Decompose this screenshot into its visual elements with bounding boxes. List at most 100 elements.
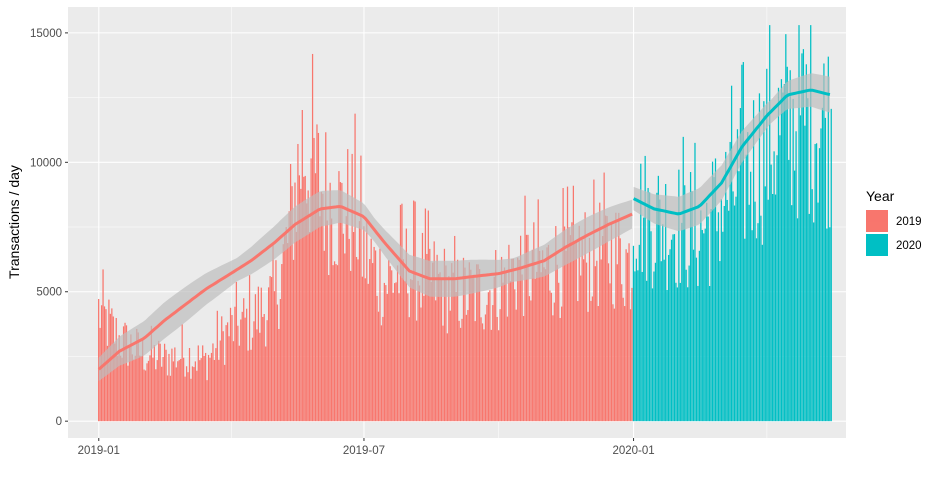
confidence-ribbon-2019 — [98, 190, 633, 382]
bar-2019 — [162, 357, 164, 422]
bar-2019 — [369, 259, 371, 422]
bar-2019 — [209, 357, 211, 422]
bar-2020 — [657, 175, 659, 422]
bar-2019 — [565, 250, 567, 422]
bar-2020 — [761, 244, 763, 422]
bar-2019 — [514, 289, 516, 422]
bar-2019 — [361, 276, 364, 422]
bar-2019 — [246, 308, 248, 422]
bar-2019 — [273, 291, 276, 422]
bar-2020 — [810, 25, 812, 422]
bar-2020 — [736, 129, 739, 422]
bar-2019 — [426, 253, 428, 422]
bar-2019 — [210, 352, 213, 422]
bar-2020 — [676, 287, 679, 422]
bar-2019 — [297, 143, 299, 422]
bar-2019 — [218, 359, 220, 422]
bar-2019 — [159, 343, 161, 422]
bar-2019 — [190, 378, 192, 422]
bar-2019 — [495, 250, 497, 422]
bar-2019 — [584, 212, 586, 422]
bar-2019 — [631, 287, 633, 422]
bar-2020 — [723, 205, 725, 422]
bar-2019 — [188, 347, 191, 422]
bar-2019 — [396, 265, 399, 422]
y-axis-title: Transactions / day — [6, 165, 22, 279]
bar-2020 — [728, 210, 730, 422]
bar-2020 — [647, 187, 649, 422]
bar-2019 — [243, 298, 245, 422]
bar-2019 — [558, 282, 560, 422]
bar-2019 — [563, 226, 566, 422]
bar-2019 — [593, 179, 595, 422]
bar-2019 — [439, 272, 441, 422]
bar-2020 — [827, 56, 829, 422]
bar-2019 — [467, 310, 469, 422]
bar-2019 — [486, 304, 488, 422]
bar-2019 — [398, 293, 400, 422]
bar-2020 — [687, 287, 689, 422]
bar-2020 — [829, 227, 831, 422]
bar-2019 — [539, 250, 541, 422]
bar-2019 — [619, 238, 621, 422]
bar-2019 — [435, 300, 437, 422]
bar-2020 — [817, 202, 819, 422]
bar-2019 — [102, 269, 104, 422]
bar-2019 — [316, 124, 318, 422]
y-tick-label: 5000 — [36, 287, 62, 299]
bar-2020 — [714, 158, 717, 422]
bar-2019 — [267, 287, 270, 422]
bar-2019 — [193, 367, 195, 422]
bar-2020 — [757, 223, 759, 422]
bar-2019 — [204, 352, 207, 422]
bar-2019 — [288, 211, 290, 422]
bar-2019 — [550, 292, 553, 422]
bar-2019 — [215, 348, 217, 422]
bar-2020 — [774, 194, 777, 422]
bar-2019 — [496, 316, 498, 422]
bar-2019 — [351, 153, 353, 422]
y-tick-label: 15000 — [30, 28, 62, 40]
bar-2020 — [632, 245, 635, 422]
smooth-line-2020 — [632, 88, 831, 216]
bar-2019 — [500, 256, 503, 422]
bar-2019 — [609, 283, 611, 422]
bar-2019 — [377, 311, 380, 422]
bar-2019 — [187, 372, 189, 422]
bar-2019 — [272, 244, 274, 422]
bar-2019 — [477, 264, 479, 422]
bar-2020 — [663, 259, 665, 422]
bar-2019 — [134, 355, 136, 422]
bar-2020 — [650, 231, 652, 422]
bar-2019 — [587, 311, 589, 422]
bar-2019 — [405, 228, 407, 422]
bar-2019 — [493, 276, 495, 422]
bar-2019 — [331, 218, 333, 422]
bar-2019 — [250, 349, 252, 422]
bar-2019 — [499, 309, 501, 422]
bar-2019 — [379, 248, 381, 422]
bar-2020 — [669, 249, 671, 422]
bar-2019 — [600, 259, 602, 422]
bar-2020 — [720, 199, 722, 422]
bar-2019 — [120, 355, 122, 422]
bar-2020 — [640, 163, 642, 422]
bar-2020 — [792, 98, 794, 422]
bar-2020 — [673, 234, 676, 422]
bar-2019 — [266, 320, 268, 422]
bar-2019 — [473, 276, 475, 422]
bar-2019 — [339, 182, 342, 422]
bar-2019 — [610, 223, 613, 422]
bar-2020 — [814, 144, 816, 422]
bar-2019 — [147, 360, 150, 422]
bar-2019 — [133, 359, 135, 422]
bar-2020 — [665, 184, 667, 422]
bar-2019 — [404, 280, 406, 422]
bar-2020 — [779, 135, 781, 422]
bar-2020 — [745, 154, 747, 422]
bar-2019 — [616, 264, 618, 422]
bar-2019 — [298, 175, 301, 422]
bar-2019 — [259, 332, 261, 422]
bar-2019 — [531, 249, 533, 422]
bar-2019 — [360, 155, 362, 422]
